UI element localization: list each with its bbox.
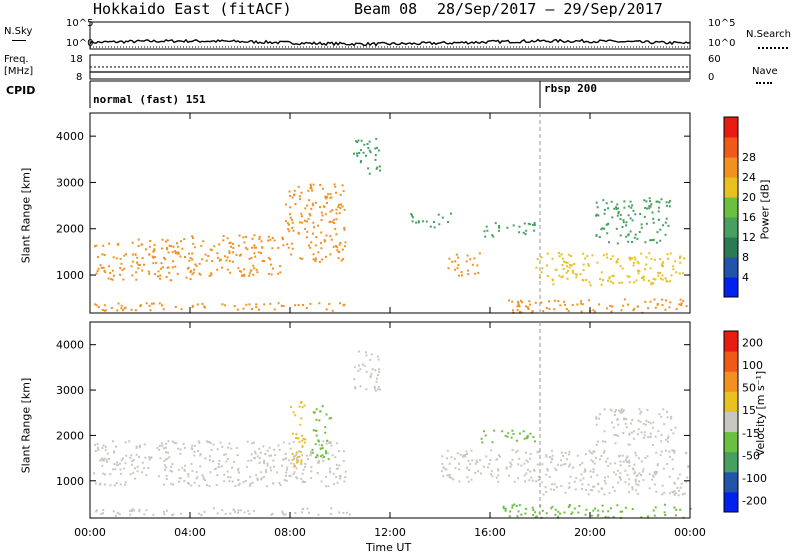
cpid-mode-rbsp: rbsp 200: [544, 82, 597, 95]
velocity-region-7: [535, 449, 690, 497]
power-region-2: [190, 234, 285, 277]
velocity-colorbar-band: [724, 411, 738, 433]
nsky-right-tick-hi: 10^5: [708, 18, 736, 29]
power-region-3: [285, 183, 347, 263]
velocity-colorbar-band: [724, 471, 738, 493]
velocity-colorbar-tick: -50: [742, 449, 760, 462]
nave-legend-line: [756, 82, 772, 84]
power-colorbar-band: [724, 117, 738, 138]
power-colorbar-band: [724, 277, 738, 298]
freq-label: Freq.: [4, 54, 29, 65]
x-axis-label: Time UT: [366, 541, 412, 554]
velocity-region-5: [440, 449, 536, 483]
velocity-region-9: [502, 503, 692, 519]
nsky-tick-hi: 10^5: [66, 18, 94, 29]
velocity-region-1: [93, 440, 347, 488]
power-plot-area: [90, 113, 690, 313]
xtick-label: 04:00: [174, 526, 206, 539]
nsky-strip-frame: [89, 21, 691, 50]
beam-label: Beam 08: [354, 0, 418, 18]
nsky-tick-lo: 10^0: [66, 38, 94, 49]
xtick-label: 08:00: [274, 526, 306, 539]
power-region-5: [410, 212, 452, 229]
power-colorbar-tick: 24: [742, 171, 756, 184]
nsearch-label: N.Search: [746, 29, 792, 40]
power-colorbar-band: [724, 217, 738, 238]
power-colorbar-band: [724, 177, 738, 198]
power-region-0: [94, 302, 346, 312]
freq-tick-lo: 8: [76, 72, 83, 83]
nsky-label: N.Sky: [4, 26, 33, 37]
power-ytick-label: 4000: [56, 130, 84, 143]
velocity-colorbar-band: [724, 351, 738, 372]
nsearch-legend-line: [758, 47, 788, 49]
velocity-colorbar-band: [724, 391, 738, 412]
power-colorbar-band: [724, 137, 738, 158]
power-ytick-label: 2000: [56, 223, 84, 236]
power-colorbar-tick: 12: [742, 231, 756, 244]
power-colorbar-band: [724, 237, 738, 258]
nave-tick-lo: 0: [708, 72, 715, 83]
velocity-colorbar-band: [724, 431, 738, 453]
power-colorbar-tick: 20: [742, 191, 756, 204]
velocity-ytick-label: 1000: [56, 475, 84, 488]
velocity-region-3: [311, 405, 332, 461]
nsky-legend-line: [12, 40, 26, 41]
nsky-right-tick-lo: 10^0: [708, 38, 736, 49]
velocity-region-6: [480, 429, 536, 444]
velocity-colorbar-tick: -100: [742, 472, 767, 485]
velocity-colorbar-tick: 50: [742, 382, 756, 395]
velocity-colorbar-tick: 100: [742, 359, 763, 372]
freq-tick-hi: 18: [70, 54, 83, 65]
velocity-region-0: [95, 507, 351, 517]
velocity-colorbar-band: [724, 451, 738, 473]
velocity-ytick-label: 2000: [56, 429, 84, 442]
power-colorbar-band: [724, 157, 738, 178]
power-region-6: [447, 252, 481, 277]
power-region-7: [483, 222, 536, 238]
freq-unit: [MHz]: [4, 66, 34, 77]
nave-tick-hi: 60: [708, 54, 721, 65]
velocity-region-8: [595, 408, 677, 446]
power-colorbar-tick: 28: [742, 151, 756, 164]
velocity-region-4: [353, 350, 381, 392]
velocity-colorbar-band: [724, 491, 738, 513]
power-colorbar-tick: 8: [742, 251, 749, 264]
xtick-label: 16:00: [474, 526, 506, 539]
chart-title: Hokkaido East (fitACF): [93, 0, 292, 18]
power-colorbar-tick: 4: [742, 271, 749, 284]
power-colorbar-band: [724, 197, 738, 218]
velocity-colorbar-frame: [723, 330, 739, 513]
xtick-label: 00:00: [674, 526, 706, 539]
velocity-ytick-label: 4000: [56, 339, 84, 352]
power-colorbar-frame: [723, 116, 739, 298]
xtick-label: 00:00: [74, 526, 106, 539]
velocity-colorbar-band: [724, 331, 738, 352]
power-region-1: [93, 238, 192, 282]
power-colorbar-band: [724, 257, 738, 278]
cpid-mode-normal: normal (fast) 151: [93, 93, 206, 106]
power-region-9: [595, 197, 672, 245]
velocity-colorbar-band: [724, 371, 738, 392]
power-ytick-label: 1000: [56, 269, 84, 282]
power-ytick-label: 3000: [56, 176, 84, 189]
velocity-colorbar-tick: 200: [742, 336, 763, 349]
velocity-region-2: [290, 401, 307, 468]
velocity-colorbar-tick: -200: [742, 495, 767, 508]
power-region-4: [353, 137, 381, 175]
nave-label: Nave: [752, 66, 778, 77]
cpid-label: CPID: [6, 84, 36, 97]
velocity-plot-area: [90, 322, 690, 518]
velocity-colorbar-tick: -15: [742, 427, 760, 440]
velocity-colorbar-tick: 15: [742, 404, 756, 417]
velocity-ytick-label: 3000: [56, 384, 84, 397]
date-range: 28/Sep/2017 – 29/Sep/2017: [437, 0, 663, 18]
xtick-label: 12:00: [374, 526, 406, 539]
nsky-line: [89, 38, 691, 47]
power-region-8: [535, 252, 686, 287]
power-colorbar-tick: 16: [742, 211, 756, 224]
xtick-label: 20:00: [574, 526, 606, 539]
